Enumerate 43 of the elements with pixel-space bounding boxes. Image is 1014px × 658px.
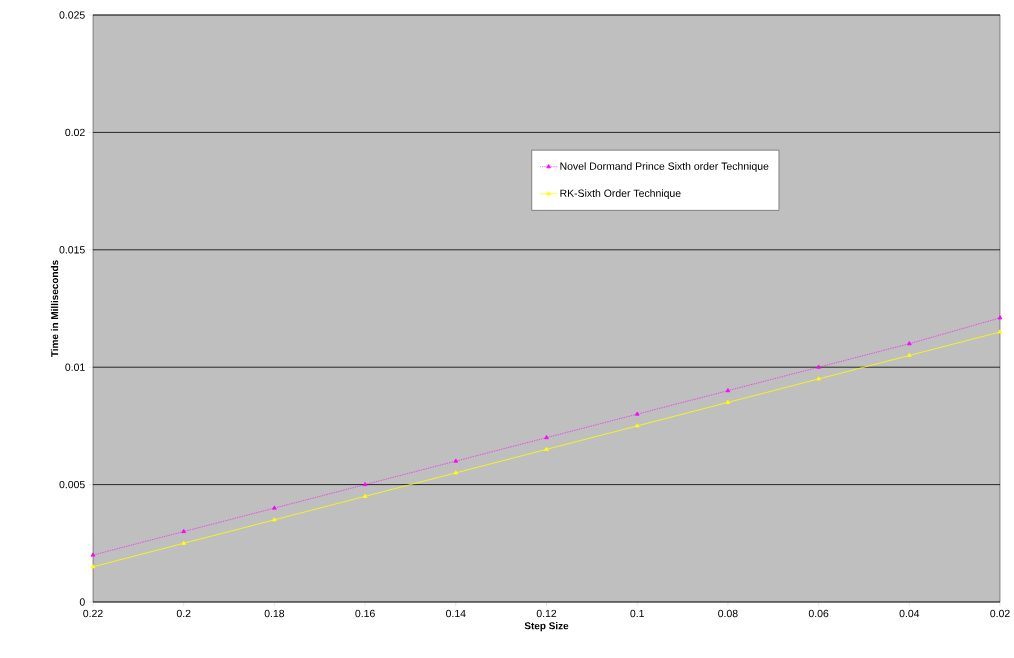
y-tick-label: 0.005 bbox=[59, 480, 85, 489]
point bbox=[816, 364, 821, 369]
point bbox=[272, 505, 277, 510]
point bbox=[181, 540, 186, 545]
point bbox=[634, 423, 640, 428]
point bbox=[907, 352, 912, 357]
x-axis-title: Step Size bbox=[524, 622, 569, 632]
point bbox=[272, 517, 277, 522]
x-tick-label: 0.12 bbox=[536, 609, 557, 618]
legend-label: Novel Dormand Prince Sixth order Technique bbox=[560, 162, 769, 172]
legend-label: RK-Sixth Order Technique bbox=[560, 189, 681, 200]
y-tick-label: 0.02 bbox=[65, 128, 85, 137]
point bbox=[453, 470, 459, 475]
x-tick-label: 0.06 bbox=[808, 609, 829, 618]
x-tick-label: 0.1 bbox=[630, 609, 644, 618]
point bbox=[997, 329, 1003, 334]
point bbox=[181, 528, 186, 534]
point bbox=[453, 458, 459, 463]
x-tick-label: 0.14 bbox=[446, 609, 466, 618]
x-tick-label: 0.2 bbox=[176, 609, 191, 618]
y-tick-label: 0.015 bbox=[59, 246, 85, 254]
y-tick-label: 0 bbox=[79, 598, 85, 606]
point bbox=[725, 388, 731, 393]
point bbox=[362, 482, 368, 487]
point bbox=[634, 411, 640, 416]
x-tick-label: 0.08 bbox=[718, 609, 738, 618]
point bbox=[90, 552, 96, 557]
y-tick-label: 0.01 bbox=[65, 363, 85, 371]
point bbox=[907, 341, 912, 346]
x-tick-label: 0.02 bbox=[990, 609, 1010, 618]
x-tick-label: 0.04 bbox=[899, 609, 920, 618]
y-axis-title: Time in Milliseconds bbox=[50, 260, 59, 358]
x-tick-label: 0.22 bbox=[83, 609, 103, 618]
point bbox=[816, 376, 821, 381]
point bbox=[997, 315, 1003, 320]
x-tick-label: 0.18 bbox=[264, 609, 285, 618]
point bbox=[544, 435, 549, 440]
x-tick-label: 0.16 bbox=[355, 609, 375, 618]
point bbox=[90, 564, 96, 569]
point bbox=[362, 493, 368, 498]
point bbox=[725, 399, 731, 404]
point bbox=[544, 446, 549, 451]
y-tick-label: 0.025 bbox=[59, 11, 85, 19]
